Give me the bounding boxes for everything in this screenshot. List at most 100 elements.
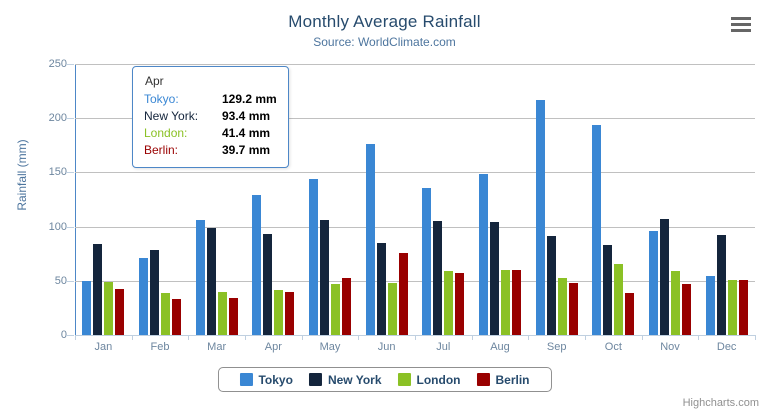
bar-london-aug[interactable] xyxy=(501,270,510,335)
y-tick-mark xyxy=(66,172,74,174)
bar-berlin-may[interactable] xyxy=(342,277,351,335)
bar-berlin-nov[interactable] xyxy=(682,284,691,335)
bar-new-york-nov[interactable] xyxy=(660,219,669,335)
bar-london-may[interactable] xyxy=(331,284,340,335)
tooltip-header: Apr xyxy=(145,74,164,88)
bar-tokyo-sep[interactable] xyxy=(535,100,545,335)
tooltip-series-name: Tokyo: xyxy=(144,92,179,106)
tooltip-series-value: 93.4 mm xyxy=(222,109,271,123)
bar-berlin-jul[interactable] xyxy=(455,272,465,335)
bar-new-york-jul[interactable] xyxy=(433,221,443,335)
tooltip-series-name: New York: xyxy=(144,109,199,123)
legend-item-new-york[interactable]: New York xyxy=(308,372,382,387)
bar-london-jul[interactable] xyxy=(444,271,454,335)
bar-london-apr[interactable] xyxy=(274,290,284,335)
bar-berlin-dec[interactable] xyxy=(738,279,748,335)
bar-london-nov[interactable] xyxy=(671,270,680,335)
bar-tokyo-jan[interactable] xyxy=(82,280,92,335)
gridline xyxy=(75,64,755,65)
bar-new-york-feb[interactable] xyxy=(150,249,159,335)
x-tick-mark xyxy=(415,335,416,340)
x-tick-label-mar: Mar xyxy=(207,341,227,353)
bar-tokyo-dec[interactable] xyxy=(705,276,715,335)
legend-item-tokyo[interactable]: Tokyo xyxy=(239,373,293,387)
bar-berlin-jan[interactable] xyxy=(115,289,125,335)
legend-label: New York xyxy=(327,372,382,387)
bar-berlin-sep[interactable] xyxy=(568,283,578,335)
y-tick-label: 50 xyxy=(54,274,67,287)
bar-tokyo-mar[interactable] xyxy=(195,219,205,335)
bar-berlin-mar[interactable] xyxy=(228,297,238,335)
bar-new-york-apr[interactable] xyxy=(263,233,273,335)
x-tick-label-jun: Jun xyxy=(377,341,396,353)
bar-tokyo-nov[interactable] xyxy=(649,231,658,335)
hamburger-menu-icon[interactable] xyxy=(729,14,753,36)
gridline xyxy=(75,118,755,120)
bar-tokyo-may[interactable] xyxy=(309,178,318,335)
bar-new-york-aug[interactable] xyxy=(490,221,499,335)
bar-berlin-oct[interactable] xyxy=(625,292,635,335)
x-tick-mark xyxy=(641,335,643,340)
bar-tokyo-jun[interactable] xyxy=(365,144,375,335)
tooltip-row: Tokyo: 129.2 mm xyxy=(144,91,277,108)
y-tick-label: 0 xyxy=(60,329,67,341)
legend-item-london[interactable]: London xyxy=(397,372,461,387)
bar-new-york-may[interactable] xyxy=(320,220,329,335)
x-tick-label-nov: Nov xyxy=(660,341,680,353)
bar-berlin-jun[interactable] xyxy=(398,253,408,335)
bar-tokyo-oct[interactable] xyxy=(592,124,602,335)
tooltip-row: London: 41.4 mm xyxy=(144,125,277,142)
y-axis-labels: 0 50 100 150 200 250 xyxy=(22,0,67,416)
x-tick-label-may: May xyxy=(319,341,341,353)
bar-tokyo-jul[interactable] xyxy=(422,188,432,335)
credits-link[interactable]: Highcharts.com xyxy=(682,397,759,409)
tooltip-series-value: 39.7 mm xyxy=(222,143,271,157)
legend-item-berlin[interactable]: Berlin xyxy=(476,372,530,387)
hamburger-bar-3 xyxy=(731,29,751,32)
bar-new-york-jun[interactable] xyxy=(376,243,386,335)
bar-london-mar[interactable] xyxy=(217,292,227,335)
hamburger-bar-2 xyxy=(731,23,751,26)
bar-london-feb[interactable] xyxy=(161,292,170,335)
bar-new-york-dec[interactable] xyxy=(716,234,726,335)
legend-label: London xyxy=(416,372,461,387)
tooltip-series-value: 41.4 mm xyxy=(222,126,271,140)
gridline xyxy=(75,226,755,228)
x-tick-label-jan: Jan xyxy=(94,341,113,353)
hamburger-bar-1 xyxy=(731,17,751,20)
bar-london-oct[interactable] xyxy=(614,264,624,335)
bar-london-jan[interactable] xyxy=(104,282,114,335)
x-tick-mark xyxy=(755,335,756,340)
bar-tokyo-apr[interactable] xyxy=(252,194,262,335)
bar-london-sep[interactable] xyxy=(557,278,567,335)
bar-tokyo-feb[interactable] xyxy=(139,257,148,335)
bar-berlin-aug[interactable] xyxy=(512,269,521,335)
gridline xyxy=(75,172,755,174)
tooltip-series-name: Berlin: xyxy=(144,143,179,157)
plot-area xyxy=(75,64,755,335)
series-tooltip: Apr Tokyo: 129.2 mm New York: 93.4 mm London… xyxy=(132,66,289,168)
x-tick-mark xyxy=(358,335,360,340)
chart-title: Monthly Average Rainfall xyxy=(288,12,481,31)
bar-new-york-mar[interactable] xyxy=(206,228,216,335)
bar-berlin-apr[interactable] xyxy=(285,291,295,335)
legend-label: Berlin xyxy=(495,372,530,387)
y-tick-label: 100 xyxy=(48,220,67,233)
bar-tokyo-aug[interactable] xyxy=(479,174,488,335)
x-tick-mark xyxy=(131,335,133,340)
gridline xyxy=(75,280,755,282)
bar-new-york-oct[interactable] xyxy=(603,244,613,335)
bar-london-jun[interactable] xyxy=(387,282,397,335)
bar-new-york-jan[interactable] xyxy=(93,244,103,335)
bar-berlin-feb[interactable] xyxy=(172,299,181,335)
y-tick-label: 200 xyxy=(48,112,67,125)
x-tick-mark xyxy=(188,335,190,340)
bar-london-dec[interactable] xyxy=(727,279,737,335)
chart-subtitle: Source: WorldClimate.com xyxy=(313,35,456,49)
bar-new-york-sep[interactable] xyxy=(546,236,556,335)
y-tick-label: 150 xyxy=(48,166,67,179)
chart-legend: Tokyo New York London Berlin xyxy=(217,367,552,392)
x-tick-mark xyxy=(75,335,76,340)
y-axis-line xyxy=(75,64,76,335)
tooltip-series-value: 129.2 mm xyxy=(222,92,277,106)
